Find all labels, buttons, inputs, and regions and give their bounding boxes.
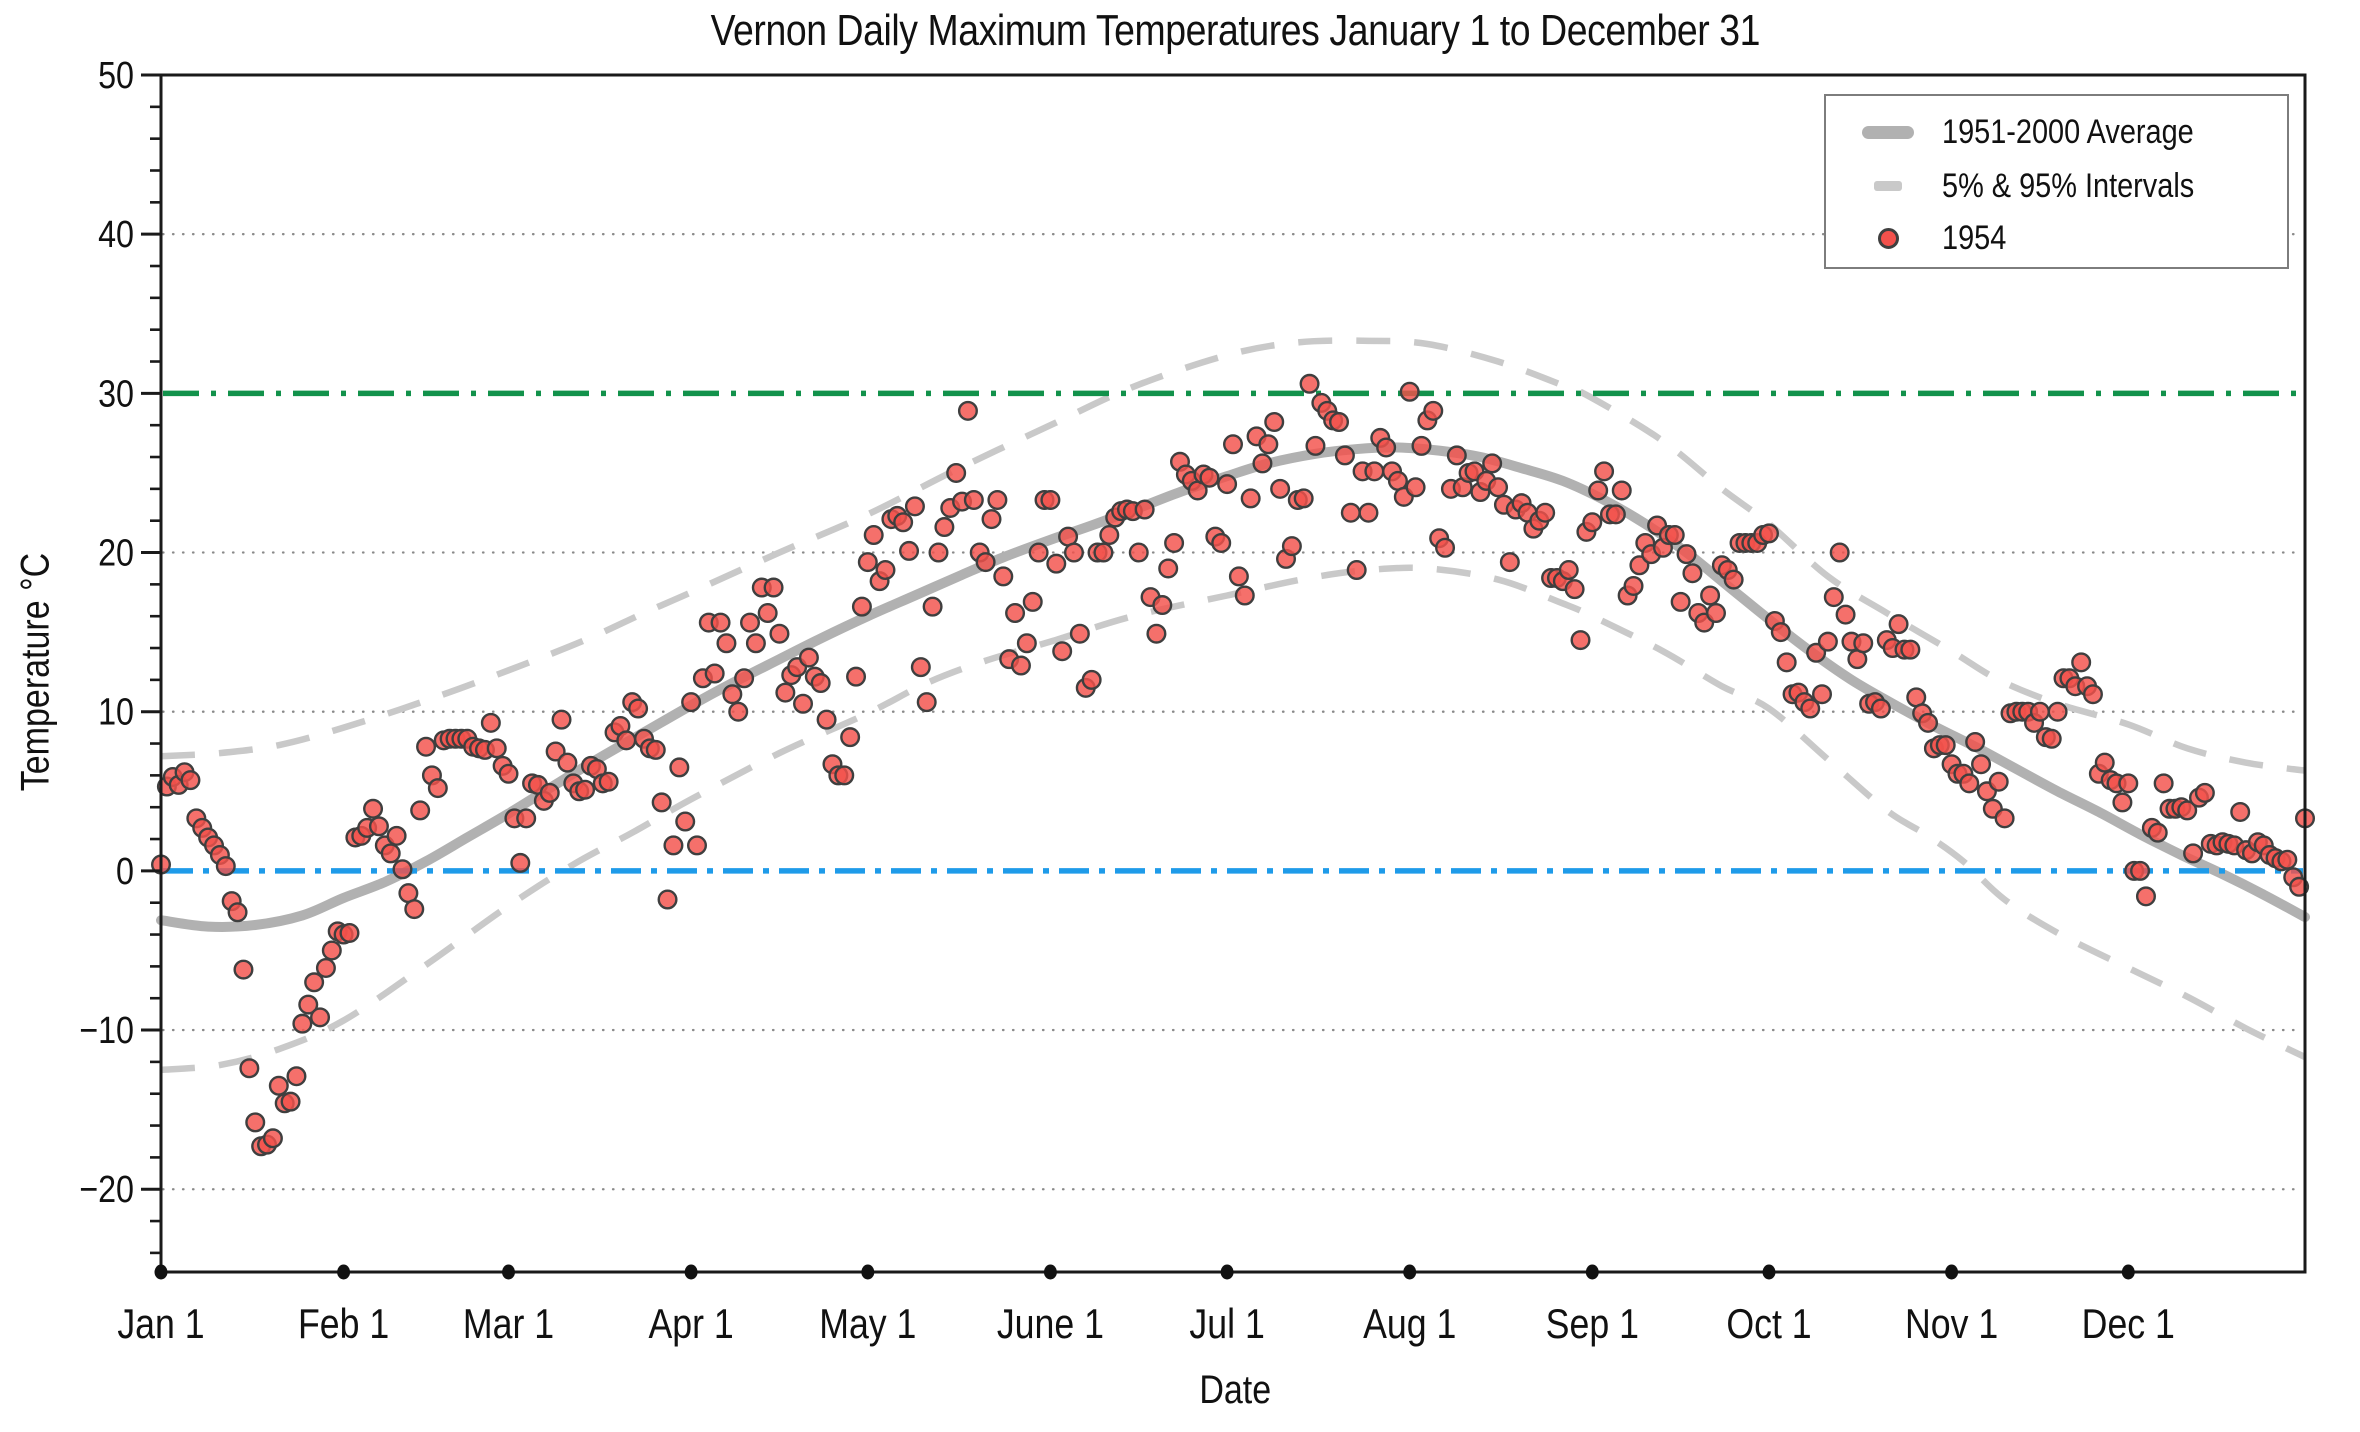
svg-text:50: 50 xyxy=(98,55,134,97)
legend-label-average: 1951-2000 Average xyxy=(1942,112,2194,151)
scatter-dot-swatch-icon xyxy=(1842,227,1934,249)
legend-label-1954: 1954 xyxy=(1942,218,2007,257)
interval-dash-swatch-icon xyxy=(1842,181,1934,191)
svg-text:20: 20 xyxy=(98,532,134,574)
svg-text:Jan 1: Jan 1 xyxy=(117,1301,204,1347)
svg-text:0: 0 xyxy=(116,850,134,892)
legend-item-intervals: 5% & 95% Intervals xyxy=(1826,158,2287,214)
scatter-points-1954 xyxy=(150,373,2315,1157)
svg-text:Mar 1: Mar 1 xyxy=(463,1301,554,1347)
legend-item-1954: 1954 xyxy=(1826,210,2287,266)
svg-text:June 1: June 1 xyxy=(997,1301,1104,1347)
legend-label-intervals: 5% & 95% Intervals xyxy=(1942,166,2195,205)
svg-text:−10: −10 xyxy=(79,1010,134,1052)
svg-text:Sep 1: Sep 1 xyxy=(1546,1301,1639,1347)
legend-box: 1951-2000 Average 5% & 95% Intervals 195… xyxy=(1824,94,2289,269)
svg-text:Aug 1: Aug 1 xyxy=(1363,1301,1456,1347)
svg-text:May 1: May 1 xyxy=(819,1301,916,1347)
svg-text:40: 40 xyxy=(98,214,134,256)
svg-text:Feb 1: Feb 1 xyxy=(298,1301,389,1347)
chart-title: Vernon Daily Maximum Temperatures Januar… xyxy=(710,6,1760,55)
svg-text:Nov 1: Nov 1 xyxy=(1905,1301,1998,1347)
svg-text:Jul 1: Jul 1 xyxy=(1189,1301,1264,1347)
svg-text:Apr 1: Apr 1 xyxy=(648,1301,733,1347)
average-line-swatch-icon xyxy=(1842,125,1934,139)
svg-text:10: 10 xyxy=(98,691,134,733)
svg-text:−20: −20 xyxy=(79,1169,134,1211)
svg-text:30: 30 xyxy=(98,373,134,415)
x-axis-title: Date xyxy=(1199,1368,1271,1412)
legend-item-average: 1951-2000 Average xyxy=(1826,104,2287,160)
svg-text:Oct 1: Oct 1 xyxy=(1726,1301,1811,1347)
svg-text:Dec 1: Dec 1 xyxy=(2082,1301,2175,1347)
